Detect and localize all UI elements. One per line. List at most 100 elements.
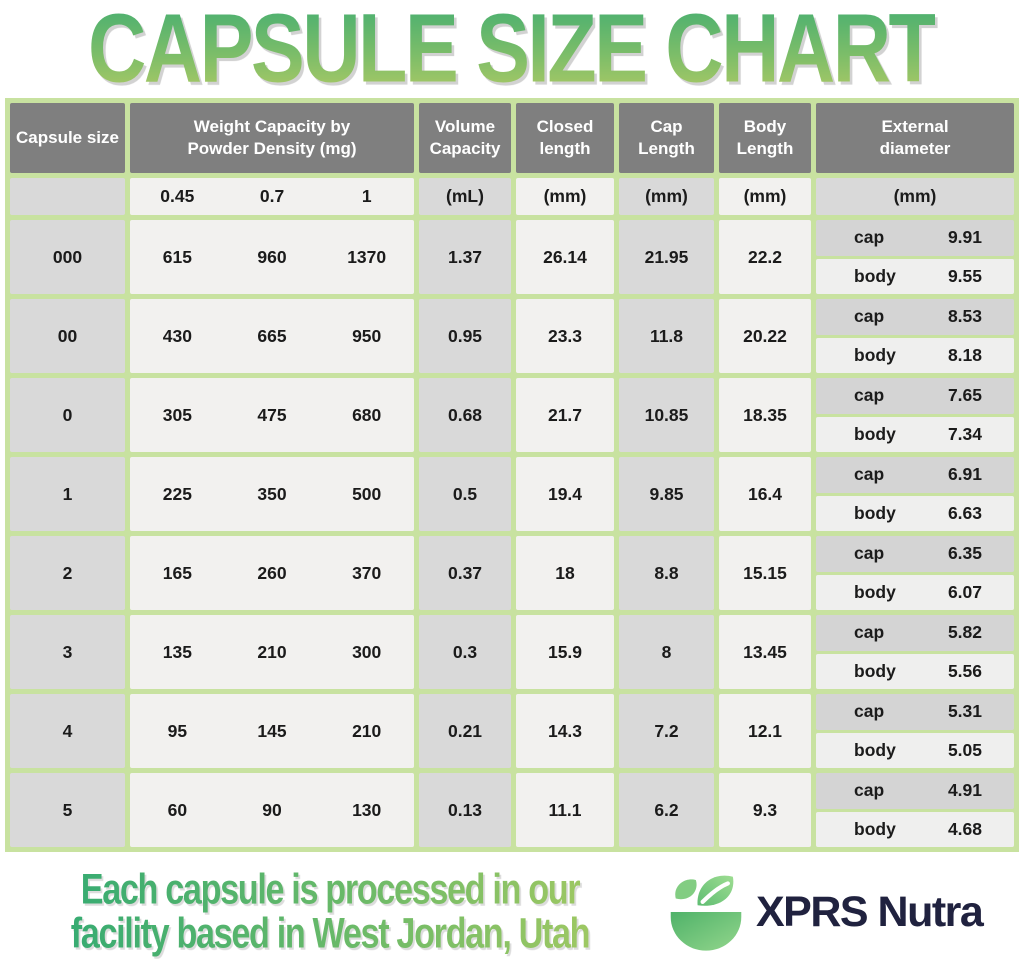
ext-body-row: body 4.68: [816, 811, 1014, 847]
weight-07-value: 475: [257, 404, 287, 425]
cap-length-value: 10.85: [619, 378, 714, 452]
external-diameter-cell: cap 4.91 body 4.68: [816, 773, 1014, 847]
weight-07-value: 90: [262, 799, 282, 820]
ext-body-row: body 6.63: [816, 495, 1014, 531]
ext-cap-row: cap 8.53: [816, 299, 1014, 335]
ext-body-row: body 6.07: [816, 574, 1014, 610]
ext-cap-row: cap 6.35: [816, 536, 1014, 572]
header-external-diameter: External diameter: [816, 103, 1014, 173]
volume-value: 0.37: [419, 536, 511, 610]
capsule-size-table: Capsule size Weight Capacity by Powder D…: [5, 98, 1019, 852]
ext-body-value: 4.68: [947, 818, 982, 839]
cap-length-value: 8.8: [619, 536, 714, 610]
weight-1-value: 370: [352, 562, 382, 583]
mortar-leaf-icon: [670, 875, 742, 951]
ext-cap-row: cap 5.31: [816, 694, 1014, 730]
weight-capacity-cell: 225 350 500: [130, 457, 414, 531]
closed-length-value: 18: [516, 536, 614, 610]
cap-length-value: 21.95: [619, 220, 714, 294]
unit-volume: (mL): [419, 178, 511, 215]
body-length-value: 9.3: [719, 773, 811, 847]
unit-spacer-cell: [10, 178, 125, 215]
cap-length-value: 9.85: [619, 457, 714, 531]
table-row: 1 225 350 500 0.5 19.4 9.85 16.4 cap 6.9…: [10, 457, 1014, 531]
body-length-value: 22.2: [719, 220, 811, 294]
header-volume-capacity: Volume Capacity: [419, 103, 511, 173]
density-045: 0.45: [160, 186, 195, 206]
density-1: 1: [361, 186, 372, 206]
volume-value: 0.13: [419, 773, 511, 847]
ext-body-row: body 8.18: [816, 337, 1014, 373]
capsule-size-value: 3: [10, 615, 125, 689]
ext-cap-label: cap: [854, 622, 885, 643]
unit-closed: (mm): [516, 178, 614, 215]
weight-07-value: 260: [257, 562, 287, 583]
header-cap-length: Cap Length: [619, 103, 714, 173]
table-row: 000 615 960 1370 1.37 26.14 21.95 22.2 c…: [10, 220, 1014, 294]
weight-045-value: 305: [162, 404, 192, 425]
ext-body-label: body: [854, 818, 896, 839]
ext-body-label: body: [854, 423, 896, 444]
ext-body-label: body: [854, 581, 896, 602]
table-row: 00 430 665 950 0.95 23.3 11.8 20.22 cap …: [10, 299, 1014, 373]
ext-cap-label: cap: [854, 464, 885, 485]
weight-capacity-cell: 165 260 370: [130, 536, 414, 610]
body-length-value: 16.4: [719, 457, 811, 531]
weight-capacity-cell: 60 90 130: [130, 773, 414, 847]
body-length-value: 15.15: [719, 536, 811, 610]
capsule-size-value: 5: [10, 773, 125, 847]
weight-045-value: 95: [167, 720, 188, 741]
header-row: Capsule size Weight Capacity by Powder D…: [10, 103, 1014, 173]
ext-cap-label: cap: [854, 701, 885, 722]
weight-1-value: 500: [352, 483, 382, 504]
closed-length-value: 26.14: [516, 220, 614, 294]
ext-body-label: body: [854, 739, 896, 760]
capsule-size-value: 0: [10, 378, 125, 452]
weight-045-value: 60: [167, 799, 188, 820]
density-07: 0.7: [259, 186, 285, 206]
volume-value: 0.5: [419, 457, 511, 531]
page-title-text: CAPSULE SIZE CHART: [88, 0, 938, 104]
weight-045-value: 135: [162, 641, 192, 662]
unit-body: (mm): [719, 178, 811, 215]
ext-body-label: body: [854, 502, 896, 523]
weight-capacity-cell: 430 665 950: [130, 299, 414, 373]
ext-body-row: body 5.56: [816, 653, 1014, 689]
brand-name: XPRS Nutra: [756, 887, 984, 936]
ext-cap-value: 5.31: [947, 701, 982, 722]
header-weight-capacity: Weight Capacity by Powder Density (mg): [130, 103, 414, 173]
unit-cap: (mm): [619, 178, 714, 215]
weight-1-value: 1370: [347, 246, 387, 267]
table-row: 0 305 475 680 0.68 21.7 10.85 18.35 cap …: [10, 378, 1014, 452]
weight-07-value: 960: [257, 246, 287, 267]
ext-body-value: 5.56: [947, 660, 982, 681]
body-length-value: 12.1: [719, 694, 811, 768]
weight-045-value: 225: [162, 483, 192, 504]
tagline-line1: Each capsule is processed in our: [33, 865, 627, 914]
cap-length-value: 8: [619, 615, 714, 689]
cap-length-value: 6.2: [619, 773, 714, 847]
weight-07-value: 665: [257, 325, 287, 346]
ext-body-label: body: [854, 265, 896, 286]
weight-07-value: 145: [257, 720, 287, 741]
weight-1-value: 950: [352, 325, 382, 346]
closed-length-value: 23.3: [516, 299, 614, 373]
ext-cap-row: cap 9.91: [816, 220, 1014, 256]
external-diameter-cell: cap 6.35 body 6.07: [816, 536, 1014, 610]
ext-body-value: 8.18: [947, 344, 982, 365]
ext-cap-label: cap: [854, 227, 885, 248]
ext-body-row: body 5.05: [816, 732, 1014, 768]
cap-length-value: 7.2: [619, 694, 714, 768]
tagline-line2: facility based in West Jordan, Utah: [33, 909, 627, 958]
external-diameter-cell: cap 6.91 body 6.63: [816, 457, 1014, 531]
header-closed-length: Closed length: [516, 103, 614, 173]
weight-045-value: 430: [162, 325, 192, 346]
volume-value: 0.3: [419, 615, 511, 689]
ext-cap-value: 7.65: [947, 385, 982, 406]
unit-densities-cell: 0.45 0.7 1: [130, 178, 414, 215]
external-diameter-cell: cap 9.91 body 9.55: [816, 220, 1014, 294]
body-length-value: 20.22: [719, 299, 811, 373]
capsule-size-value: 2: [10, 536, 125, 610]
closed-length-value: 19.4: [516, 457, 614, 531]
ext-cap-value: 4.91: [947, 780, 982, 801]
